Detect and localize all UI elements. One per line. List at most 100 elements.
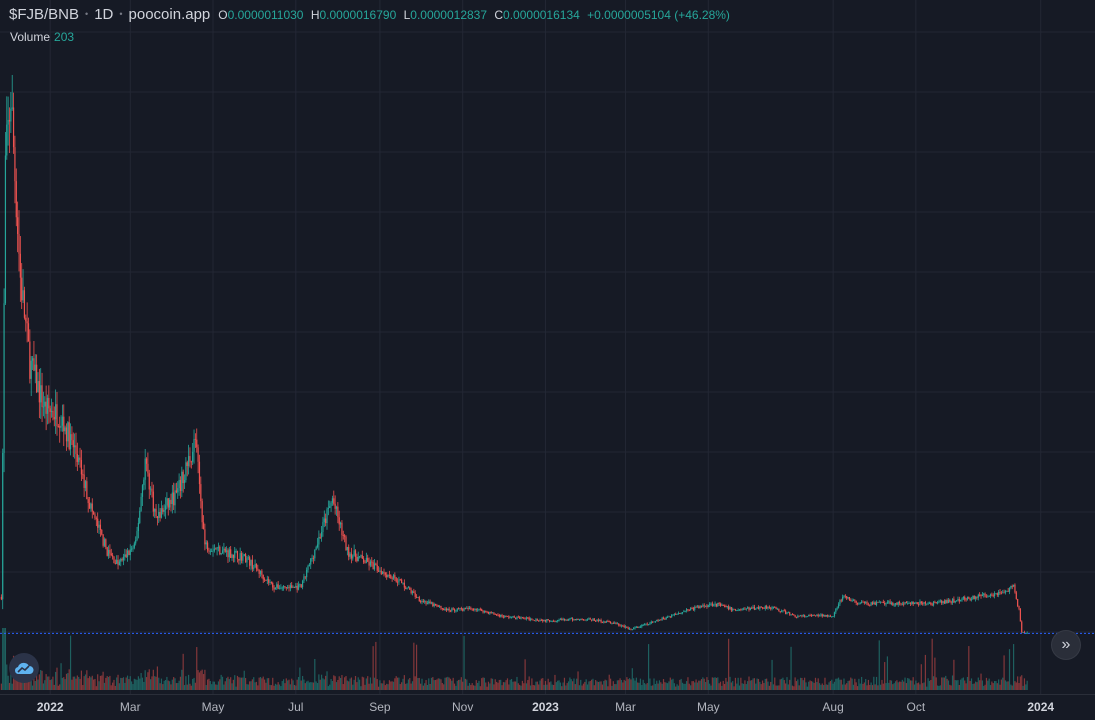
tradingview-logo-icon[interactable] — [9, 653, 39, 683]
candle-body — [440, 605, 442, 609]
volume-bar — [654, 683, 656, 690]
candle-body — [835, 608, 837, 613]
interval-label[interactable]: 1D — [94, 6, 114, 23]
source-label: poocoin.app — [128, 6, 211, 23]
volume-bar — [810, 681, 813, 690]
chart-canvas[interactable] — [0, 0, 1095, 694]
volume-bar — [785, 683, 787, 690]
candle-body — [472, 609, 475, 611]
volume-bar — [141, 677, 144, 690]
candle-body — [780, 610, 783, 612]
candle-body — [3, 303, 5, 453]
volume-bar — [510, 679, 513, 690]
candle-body — [87, 499, 89, 504]
volume-bar — [281, 681, 283, 690]
volume-bar — [1004, 680, 1007, 690]
candle-body — [995, 593, 997, 595]
candle-body — [529, 618, 532, 620]
volume-bar — [365, 678, 367, 690]
volume-bar — [278, 684, 281, 690]
candle-body — [131, 548, 133, 550]
candle-body — [582, 619, 585, 620]
volume-bar — [580, 679, 582, 690]
candle-body — [553, 620, 555, 622]
candle-body — [915, 602, 917, 604]
volume-bar — [238, 677, 240, 690]
candle-body — [173, 492, 175, 506]
candle-body — [4, 155, 7, 304]
candle-body — [154, 508, 156, 512]
volume-bar — [707, 680, 709, 690]
candle-body — [1010, 585, 1012, 589]
volume-bars — [0, 628, 1028, 690]
candle-body — [756, 607, 758, 609]
candle-body — [881, 601, 883, 603]
volume-bar — [581, 685, 583, 690]
volume-bar — [965, 683, 967, 690]
candle-body — [425, 601, 427, 604]
candle-body — [186, 462, 188, 467]
volume-bar — [802, 680, 804, 690]
volume-bar — [804, 677, 806, 690]
candle-body — [725, 605, 727, 608]
symbol-name[interactable]: $FJB/BNB — [9, 6, 80, 23]
price-chart[interactable] — [0, 0, 1095, 694]
volume-bar — [839, 679, 841, 690]
candle-body — [679, 613, 681, 614]
candle-body — [846, 596, 848, 599]
candle-body — [653, 621, 655, 623]
candle-body — [14, 147, 16, 182]
candle-body — [72, 440, 74, 448]
candle-body — [905, 601, 907, 604]
candle-body — [722, 604, 724, 606]
candle-body — [1007, 590, 1009, 592]
candle-body — [311, 558, 313, 559]
candle-body — [688, 609, 690, 611]
volume-bar — [988, 678, 990, 690]
candle-body — [272, 582, 274, 588]
candle-body — [775, 607, 777, 610]
volume-bar — [695, 679, 697, 690]
candle-body — [548, 620, 551, 622]
candle-body — [852, 600, 855, 602]
volume-bar — [466, 679, 468, 690]
volume-bar — [658, 680, 661, 690]
volume-bar — [306, 681, 308, 690]
candle-body — [772, 607, 775, 608]
candle-body — [823, 614, 825, 617]
candle-body — [297, 584, 300, 590]
candle-body — [989, 594, 992, 596]
volume-bar — [316, 683, 319, 690]
candle-body — [162, 508, 164, 512]
volume-bar — [825, 684, 827, 690]
candle-body — [903, 603, 905, 605]
scroll-to-realtime-button[interactable]: » — [1052, 631, 1080, 659]
volume-bar — [387, 684, 389, 690]
volume-bar — [847, 680, 849, 690]
candle-body — [21, 277, 23, 301]
candle-body — [827, 614, 829, 617]
volume-bar — [874, 684, 876, 690]
volume-bar — [417, 677, 419, 690]
candle-body — [958, 599, 960, 602]
candle-body — [246, 558, 248, 563]
candle-body — [658, 619, 661, 621]
candle-body — [877, 601, 879, 603]
candle-body — [601, 622, 604, 624]
volume-bar — [653, 678, 655, 690]
volume-bar — [55, 671, 57, 690]
volume-bar — [295, 685, 297, 690]
time-axis[interactable]: 2022 Mar May Jul Sep Nov 2023 Mar May Aug Oct 2024 — [0, 694, 1095, 720]
candle-body — [828, 616, 830, 617]
candle-body — [546, 619, 548, 622]
volume-bar — [741, 683, 743, 690]
candle-body — [467, 607, 469, 610]
volume-bar — [870, 682, 872, 690]
volume-bar — [398, 677, 400, 690]
volume-bar — [840, 679, 842, 690]
volume-bar — [1012, 644, 1015, 690]
volume-bar — [588, 681, 590, 690]
volume-bar — [801, 677, 803, 690]
candle-body — [825, 614, 827, 617]
volume-bar — [410, 683, 412, 690]
